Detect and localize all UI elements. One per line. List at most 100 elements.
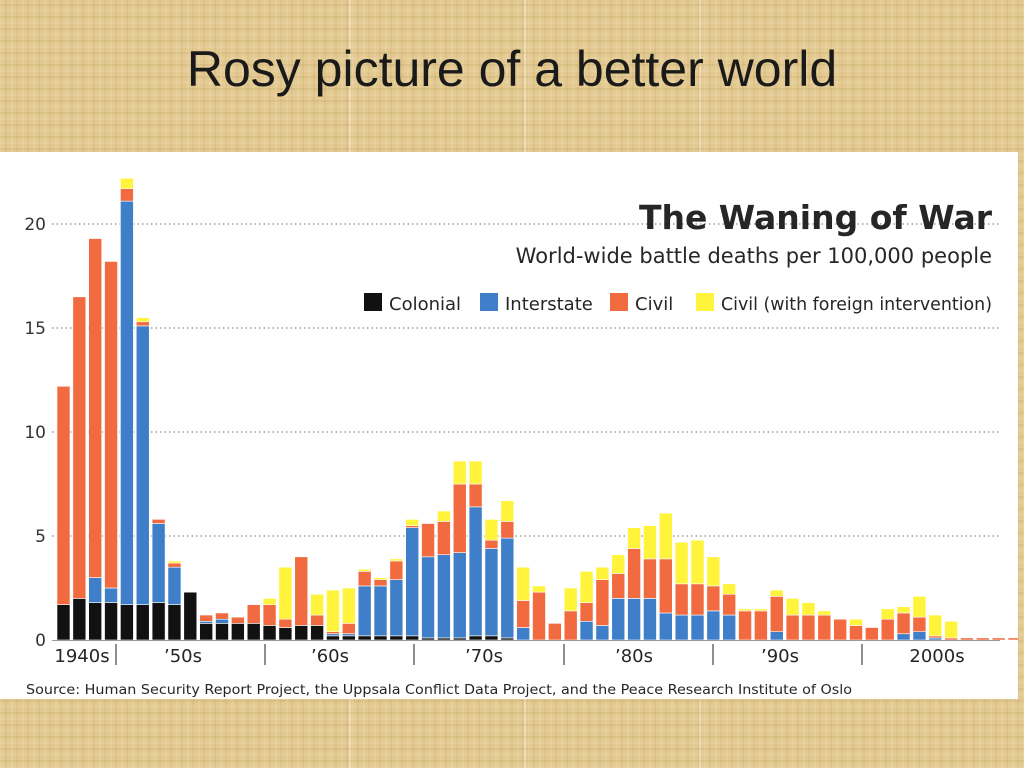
bar-civil-1997 bbox=[865, 627, 879, 641]
y-tick-label: 5 bbox=[35, 527, 46, 547]
bar-interstate-1983 bbox=[643, 598, 657, 641]
slide-title: Rosy picture of a better world bbox=[186, 41, 838, 97]
y-tick-label: 20 bbox=[24, 215, 46, 235]
x-decade-label: ’50s bbox=[164, 646, 202, 667]
x-decade-label: 2000s bbox=[909, 646, 964, 667]
bar-civil-1998 bbox=[880, 618, 895, 641]
bar-colonial-1968 bbox=[405, 635, 420, 641]
bar-civil-intervention-1988 bbox=[722, 583, 737, 595]
bar-civil-1951 bbox=[135, 321, 150, 327]
y-tick-label: 0 bbox=[35, 631, 46, 651]
bar-interstate-1967 bbox=[389, 579, 404, 637]
bar-civil-1949 bbox=[104, 261, 118, 589]
bar-colonial-1966 bbox=[373, 635, 388, 641]
bar-civil-1978 bbox=[563, 610, 578, 641]
bar-interstate-1966 bbox=[373, 585, 388, 637]
legend-label-civil-intervention: Civil (with foreign intervention) bbox=[721, 294, 992, 315]
bar-colonial-1955 bbox=[199, 623, 213, 641]
bar-interstate-1987 bbox=[706, 610, 721, 641]
bar-civil-intervention-1953 bbox=[167, 560, 182, 564]
bar-civil-intervention-1998 bbox=[880, 608, 895, 620]
bar-civil-intervention-1986 bbox=[690, 539, 705, 585]
bar-civil-intervention-1966 bbox=[373, 577, 388, 580]
bar-civil-intervention-1973 bbox=[484, 519, 499, 541]
bar-civil-1981 bbox=[611, 573, 626, 599]
bar-civil-1984 bbox=[658, 558, 673, 614]
bar-colonial-1947 bbox=[72, 598, 87, 641]
bar-interstate-1953 bbox=[167, 566, 182, 605]
bar-colonial-1946 bbox=[56, 604, 71, 641]
bar-colonial-1971 bbox=[452, 637, 467, 641]
bar-civil-1960 bbox=[278, 618, 293, 628]
bar-civil-1999 bbox=[896, 612, 911, 635]
legend: Colonial Interstate Civil Civil (with fo… bbox=[364, 293, 992, 315]
legend-swatch-civil bbox=[610, 293, 628, 311]
x-decade-label: 1940s bbox=[54, 646, 109, 667]
bar-civil-intervention-1993 bbox=[801, 602, 816, 616]
bar-civil-1969 bbox=[421, 523, 435, 558]
bar-civil-intervention-1950 bbox=[120, 177, 134, 189]
bar-civil-1988 bbox=[722, 593, 737, 616]
bar-civil-1952 bbox=[151, 519, 166, 524]
bar-civil-1991 bbox=[769, 596, 784, 632]
bar-interstate-1955 bbox=[199, 620, 213, 624]
bar-civil-intervention-1992 bbox=[785, 598, 800, 616]
bar-interstate-2000 bbox=[912, 631, 927, 641]
bar-civil-1996 bbox=[849, 625, 863, 641]
chart-panel: 0 5 10 15 20 1940s ’50s ’60s ’70s ’80s ’90s 2000s T… bbox=[0, 152, 1018, 699]
bar-colonial-1963 bbox=[326, 635, 340, 641]
bar-interstate-1986 bbox=[690, 614, 705, 641]
bar-civil-1967 bbox=[389, 560, 404, 580]
bar-civil-1995 bbox=[833, 618, 847, 641]
bar-civil-2004 bbox=[975, 637, 990, 641]
bar-civil-1970 bbox=[437, 521, 451, 556]
legend-swatch-civil-intervention bbox=[696, 293, 714, 311]
bar-civil-1959 bbox=[262, 604, 277, 626]
bar-interstate-1982 bbox=[627, 598, 641, 641]
bar-colonial-1964 bbox=[341, 635, 356, 641]
bars-layer bbox=[56, 177, 1018, 641]
chart-source: Source: Human Security Report Project, t… bbox=[26, 683, 852, 698]
bar-colonial-1950 bbox=[120, 604, 134, 641]
bar-civil-1972 bbox=[468, 483, 483, 508]
bar-civil-intervention-1994 bbox=[817, 610, 832, 616]
bar-civil-1965 bbox=[357, 571, 372, 587]
bar-colonial-1969 bbox=[421, 637, 435, 641]
bar-civil-2006 bbox=[1007, 637, 1018, 641]
bar-civil-intervention-1965 bbox=[357, 568, 372, 572]
bar-interstate-1950 bbox=[120, 200, 134, 605]
bar-interstate-1965 bbox=[357, 585, 372, 637]
bar-civil-1983 bbox=[643, 558, 657, 599]
bar-civil-intervention-1987 bbox=[706, 556, 721, 587]
bar-civil-intervention-1975 bbox=[516, 566, 530, 601]
bar-interstate-1969 bbox=[421, 556, 435, 639]
bar-civil-1947 bbox=[72, 296, 87, 599]
bar-civil-1976 bbox=[532, 591, 546, 641]
bar-interstate-1988 bbox=[722, 614, 737, 641]
bar-civil-1961 bbox=[294, 556, 309, 626]
bar-civil-intervention-1959 bbox=[262, 598, 277, 605]
bar-civil-intervention-1972 bbox=[468, 460, 483, 485]
bar-interstate-1956 bbox=[215, 618, 229, 624]
bar-civil-intervention-1960 bbox=[278, 566, 293, 620]
bar-interstate-1971 bbox=[452, 552, 467, 639]
bar-colonial-1956 bbox=[215, 623, 229, 641]
bar-colonial-1972 bbox=[468, 635, 483, 641]
bar-civil-1950 bbox=[120, 188, 134, 202]
bar-civil-1958 bbox=[246, 604, 261, 624]
legend-label-colonial: Colonial bbox=[389, 294, 461, 315]
bar-civil-1993 bbox=[801, 614, 816, 641]
bar-interstate-1974 bbox=[500, 537, 515, 639]
bar-colonial-1967 bbox=[389, 635, 404, 641]
bar-interstate-1980 bbox=[595, 625, 610, 641]
bar-colonial-1961 bbox=[294, 625, 309, 641]
bar-interstate-1999 bbox=[896, 633, 911, 641]
bar-civil-intervention-1979 bbox=[579, 571, 594, 603]
bar-colonial-1953 bbox=[167, 604, 182, 641]
bar-civil-1987 bbox=[706, 585, 721, 612]
bar-civil-1990 bbox=[754, 610, 768, 641]
x-decade-label: ’70s bbox=[465, 646, 503, 667]
bar-civil-1989 bbox=[738, 610, 752, 641]
bar-civil-1953 bbox=[167, 562, 182, 568]
bar-civil-1977 bbox=[548, 623, 562, 641]
